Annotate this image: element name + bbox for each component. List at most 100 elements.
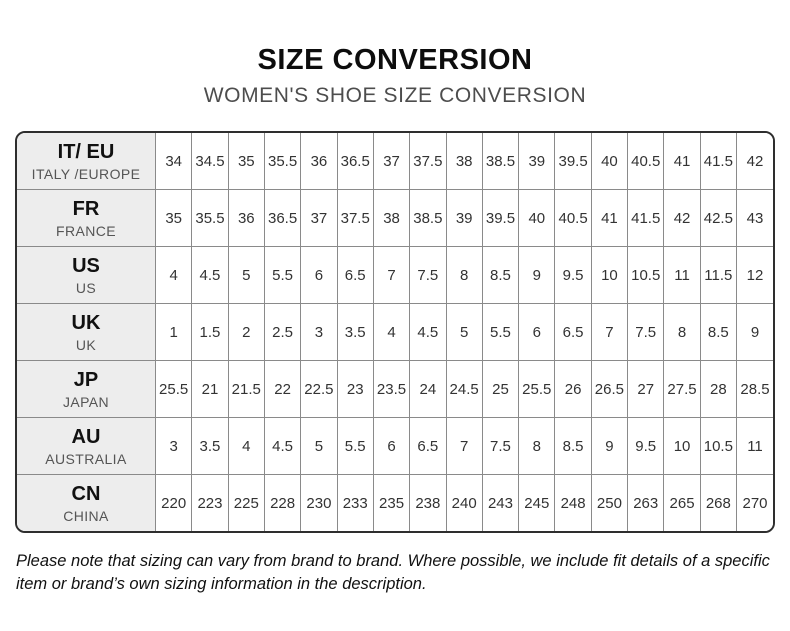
size-value-cell: 41 [590,189,628,247]
size-value-cell: 9.5 [627,417,664,475]
size-value-cell: 7 [445,417,483,475]
size-value-cell: 23.5 [372,360,410,418]
row-header-it-eu: IT/ EU ITALY /EUROPE [17,133,156,190]
size-value-cell: 9.5 [554,246,592,304]
table-row: US US 4 4.5 5 5.5 6 6.5 7 7.5 8 8.5 9 9.5 10 10.5 11 11.5… [17,246,773,304]
size-value-cell: 3.5 [191,417,229,475]
size-value-cell: 25.5 [155,360,192,418]
size-value-cell: 6 [300,246,338,304]
row-header-au: AU AUSTRALIA [17,417,156,475]
table-row: JP JAPAN 25.5 21 21.5 22 22.5 23 23.5 24 24.5 25 25.… [17,360,773,418]
table-row: UK UK 1 1.5 2 2.5 3 3.5 4 4.5 5 5.5 6 6.5 7 7.5 8 8.5 9 [17,303,773,361]
size-value-cell: 233 [336,474,374,531]
size-value-cell: 27 [627,360,664,418]
row-header-us: US US [17,246,156,304]
size-value-cell: 35.5 [263,133,301,190]
size-value-cell: 26.5 [590,360,628,418]
size-value-cell: 11.5 [699,246,737,304]
size-value-cell: 8.5 [481,246,519,304]
size-value-cell: 230 [300,474,338,531]
size-value-cell: 5.5 [481,303,519,361]
size-value-cell: 21 [191,360,229,418]
size-value-cell: 28.5 [736,360,773,418]
row-region-label: AUSTRALIA [45,451,127,467]
size-value-cell: 8 [518,417,555,475]
size-value-cell: 228 [263,474,301,531]
size-value-cell: 38.5 [481,133,519,190]
size-value-cell: 235 [372,474,410,531]
size-value-cell: 26 [554,360,592,418]
row-region-label: FRANCE [56,223,116,239]
size-value-cell: 39.5 [481,189,519,247]
row-code-label: CN [71,483,101,505]
size-value-cell: 7 [590,303,628,361]
size-value-cell: 36 [227,189,265,247]
size-value-cell: 23 [336,360,374,418]
size-value-cell: 4.5 [409,303,446,361]
table-row: FR FRANCE 35 35.5 36 36.5 37 37.5 38 38.5 39 39.5 40… [17,189,773,247]
size-value-cell: 225 [227,474,265,531]
size-conversion-table: IT/ EU ITALY /EUROPE 34 34.5 35 35.5 36 36.5 37 3… [17,133,773,531]
page-subtitle: WOMEN'S SHOE SIZE CONVERSION [203,84,587,107]
row-header-fr: FR FRANCE [17,189,156,247]
size-value-cell: 42 [736,133,773,190]
row-header-jp: JP JAPAN [17,360,156,418]
size-value-cell: 37 [372,133,410,190]
size-value-cell: 10.5 [627,246,664,304]
size-value-cell: 4 [155,246,192,304]
row-header-cn: CN CHINA [17,474,156,531]
size-value-cell: 24.5 [445,360,483,418]
size-value-cell: 250 [590,474,628,531]
row-code-label: JP [73,369,99,391]
table-row: IT/ EU ITALY /EUROPE 34 34.5 35 35.5 36 36.5 37 3… [17,133,773,190]
row-code-label: UK [71,312,101,334]
size-value-cell: 243 [481,474,519,531]
size-value-cell: 41.5 [699,133,737,190]
size-value-cell: 7.5 [481,417,519,475]
size-value-cell: 270 [736,474,773,531]
size-value-cell: 4.5 [263,417,301,475]
size-value-cell: 40 [518,189,555,247]
size-value-cell: 8 [445,246,483,304]
size-value-cell: 8.5 [699,303,737,361]
size-value-cell: 38 [372,189,410,247]
size-value-cell: 9 [518,246,555,304]
size-value-cell: 42.5 [699,189,737,247]
size-value-cell: 6.5 [554,303,592,361]
size-value-cell: 11 [663,246,701,304]
size-value-cell: 3 [300,303,338,361]
size-value-cell: 3 [155,417,192,475]
size-value-cell: 5.5 [336,417,374,475]
page-title: SIZE CONVERSION [257,44,533,76]
size-value-cell: 10 [663,417,701,475]
size-value-cell: 41 [663,133,701,190]
size-value-cell: 27.5 [663,360,701,418]
row-code-label: US [72,255,100,277]
size-value-cell: 38.5 [409,189,446,247]
table-row: CN CHINA 220 223 225 228 230 233 235 238 240 243 245… [17,474,773,531]
row-code-label: AU [71,426,101,448]
size-value-cell: 38 [445,133,483,190]
size-value-cell: 39 [518,133,555,190]
size-value-cell: 36.5 [263,189,301,247]
size-value-cell: 36.5 [336,133,374,190]
size-value-cell: 10.5 [699,417,737,475]
size-conversion-table-container: IT/ EU ITALY /EUROPE 34 34.5 35 35.5 36 36.5 37 3… [15,131,775,533]
size-value-cell: 7.5 [627,303,664,361]
size-value-cell: 220 [155,474,192,531]
size-value-cell: 9 [736,303,773,361]
row-header-uk: UK UK [17,303,156,361]
size-value-cell: 248 [554,474,592,531]
size-value-cell: 6.5 [409,417,446,475]
row-region-label: UK [75,337,97,353]
size-value-cell: 12 [736,246,773,304]
size-value-cell: 4 [227,417,265,475]
row-region-label: JAPAN [62,394,110,410]
size-value-cell: 268 [699,474,737,531]
size-value-cell: 2.5 [263,303,301,361]
size-value-cell: 36 [300,133,338,190]
size-value-cell: 5.5 [263,246,301,304]
size-value-cell: 1.5 [191,303,229,361]
size-value-cell: 39.5 [554,133,592,190]
size-value-cell: 265 [663,474,701,531]
